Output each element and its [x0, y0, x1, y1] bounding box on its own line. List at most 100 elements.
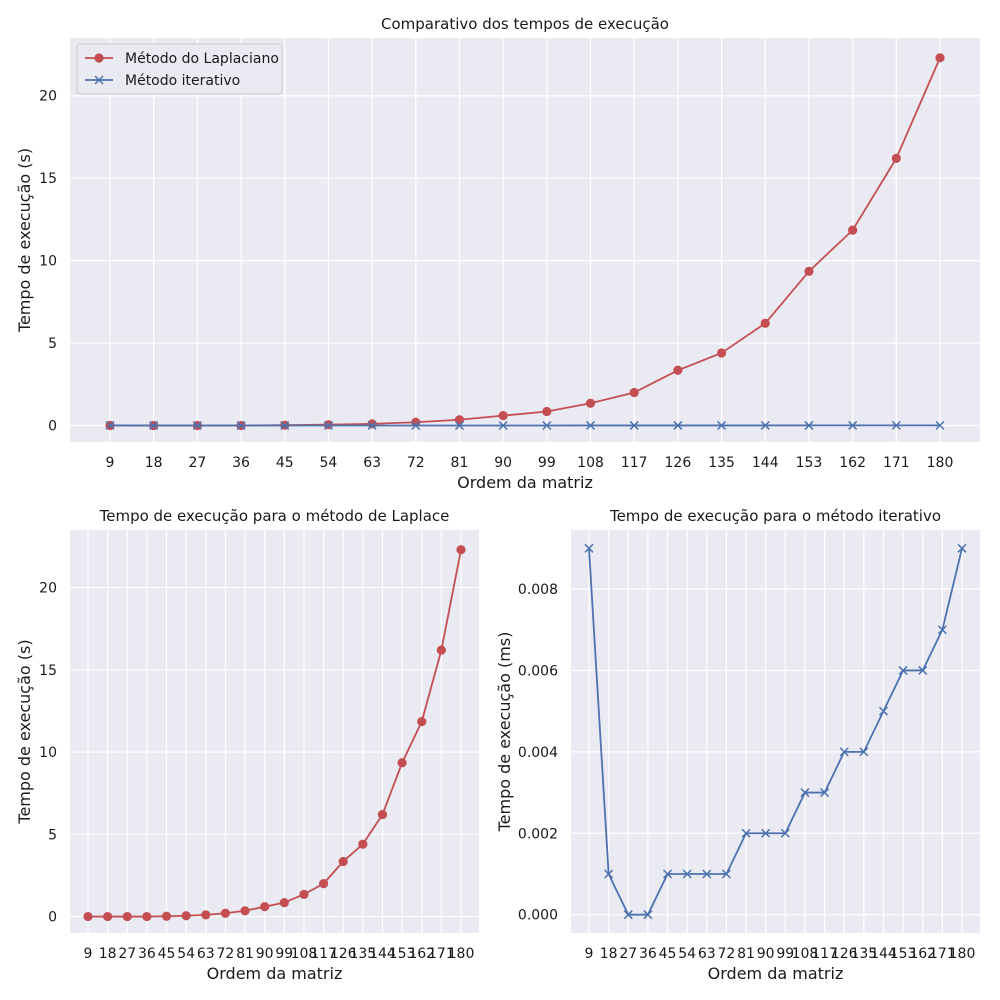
x-tick-label: 144	[752, 455, 779, 471]
data-point	[367, 420, 377, 431]
y-tick-label: 15	[39, 663, 57, 679]
x-tick-label: 117	[310, 946, 337, 962]
x-tick-label: 162	[909, 946, 936, 962]
data-point	[122, 911, 132, 922]
data-point	[673, 420, 683, 430]
x-tick-label: 90	[757, 946, 775, 962]
data-point	[240, 906, 250, 916]
x-tick-label: 108	[577, 455, 604, 471]
plot-background	[70, 530, 479, 933]
data-point	[760, 420, 770, 430]
y-axis-label: Tempo de execução (s)	[15, 148, 34, 333]
y-axis-label: Tempo de execução (ms)	[495, 632, 514, 833]
data-point	[498, 420, 508, 431]
data-point	[220, 908, 231, 918]
data-point	[780, 828, 790, 838]
x-tick-label: 90	[256, 946, 274, 962]
x-tick-label: 90	[494, 455, 512, 471]
y-tick-label: 20	[39, 89, 57, 105]
x-tick-label: 171	[883, 455, 910, 471]
data-point	[820, 788, 830, 798]
x-tick-label: 27	[118, 946, 136, 962]
data-point	[149, 420, 159, 431]
y-tick-label: 0.004	[518, 745, 558, 761]
x-axis-label: Ordem da matriz	[207, 964, 343, 983]
x-tick-label: 99	[538, 455, 556, 471]
x-tick-label: 108	[291, 946, 318, 962]
data-point	[859, 747, 869, 757]
data-point	[236, 420, 246, 431]
data-point	[161, 911, 172, 921]
x-tick-label: 54	[320, 455, 338, 471]
x-tick-label: 27	[188, 455, 206, 471]
data-point	[848, 420, 858, 430]
data-point	[260, 902, 270, 912]
data-point	[673, 365, 683, 375]
data-point	[585, 420, 596, 430]
data-point	[358, 839, 368, 849]
data-point	[629, 420, 639, 430]
data-point	[804, 266, 814, 276]
plot-background	[571, 530, 980, 933]
chart-iterativo: 9 18 27 36 45 54 63 72 81 90 991081171261351441531…	[495, 507, 980, 983]
data-point	[604, 869, 614, 879]
x-tick-label: 54	[177, 946, 195, 962]
x-axis-label: Ordem da matriz	[708, 964, 844, 983]
data-point	[935, 53, 945, 63]
chart-title: Comparativo dos tempos de execução	[381, 15, 669, 33]
x-tick-label: 45	[158, 946, 176, 962]
data-point	[279, 897, 289, 908]
x-tick-label: 45	[276, 455, 294, 471]
x-tick-label: 135	[708, 455, 735, 471]
x-tick-label: 180	[949, 946, 976, 962]
x-tick-label: 135	[349, 946, 376, 962]
x-tick-label: 36	[232, 455, 250, 471]
x-tick-label: 72	[718, 946, 736, 962]
x-tick-label: 153	[389, 946, 416, 962]
x-tick-label: 180	[927, 455, 954, 471]
x-tick-label: 162	[408, 946, 435, 962]
x-tick-label: 18	[600, 946, 618, 962]
data-point	[338, 856, 348, 867]
data-point	[937, 625, 947, 635]
data-point	[702, 869, 712, 879]
x-tick-label: 99	[776, 946, 794, 962]
data-point	[891, 420, 901, 430]
data-point	[498, 411, 508, 421]
data-point	[848, 225, 858, 235]
data-point	[891, 153, 901, 163]
x-tick-label: 81	[737, 946, 755, 962]
y-tick-label: 20	[39, 581, 57, 597]
data-point	[377, 809, 388, 820]
x-tick-label: 126	[831, 946, 858, 962]
data-point	[456, 545, 466, 555]
data-point	[192, 420, 202, 431]
legend-marker	[94, 53, 104, 63]
x-tick-label: 162	[839, 455, 866, 471]
y-tick-label: 10	[39, 745, 57, 761]
x-tick-label: 18	[145, 455, 163, 471]
y-tick-label: 0.006	[518, 663, 558, 679]
y-tick-label: 0.002	[518, 826, 558, 842]
x-tick-label: 27	[619, 946, 637, 962]
x-tick-label: 36	[639, 946, 657, 962]
x-tick-label: 99	[275, 946, 293, 962]
x-tick-label: 117	[621, 455, 648, 471]
data-point	[105, 420, 115, 430]
x-tick-label: 72	[407, 455, 425, 471]
data-point	[623, 910, 633, 920]
data-point	[935, 420, 945, 430]
data-point	[201, 910, 211, 920]
data-point	[878, 706, 889, 716]
data-point	[367, 419, 377, 429]
x-tick-label: 180	[448, 946, 475, 962]
x-tick-label: 81	[236, 946, 254, 962]
data-point	[717, 420, 727, 430]
data-point	[741, 828, 751, 838]
data-point	[181, 911, 191, 921]
series-line	[588, 548, 963, 916]
chart-comparativo: 9 18 27 36 45 54 63 72 81 90 99 108 117 126 135 144 153 1…	[15, 15, 980, 492]
data-point	[542, 406, 552, 417]
x-axis-label: Ordem da matriz	[457, 473, 593, 492]
x-tick-label: 144	[870, 946, 897, 962]
